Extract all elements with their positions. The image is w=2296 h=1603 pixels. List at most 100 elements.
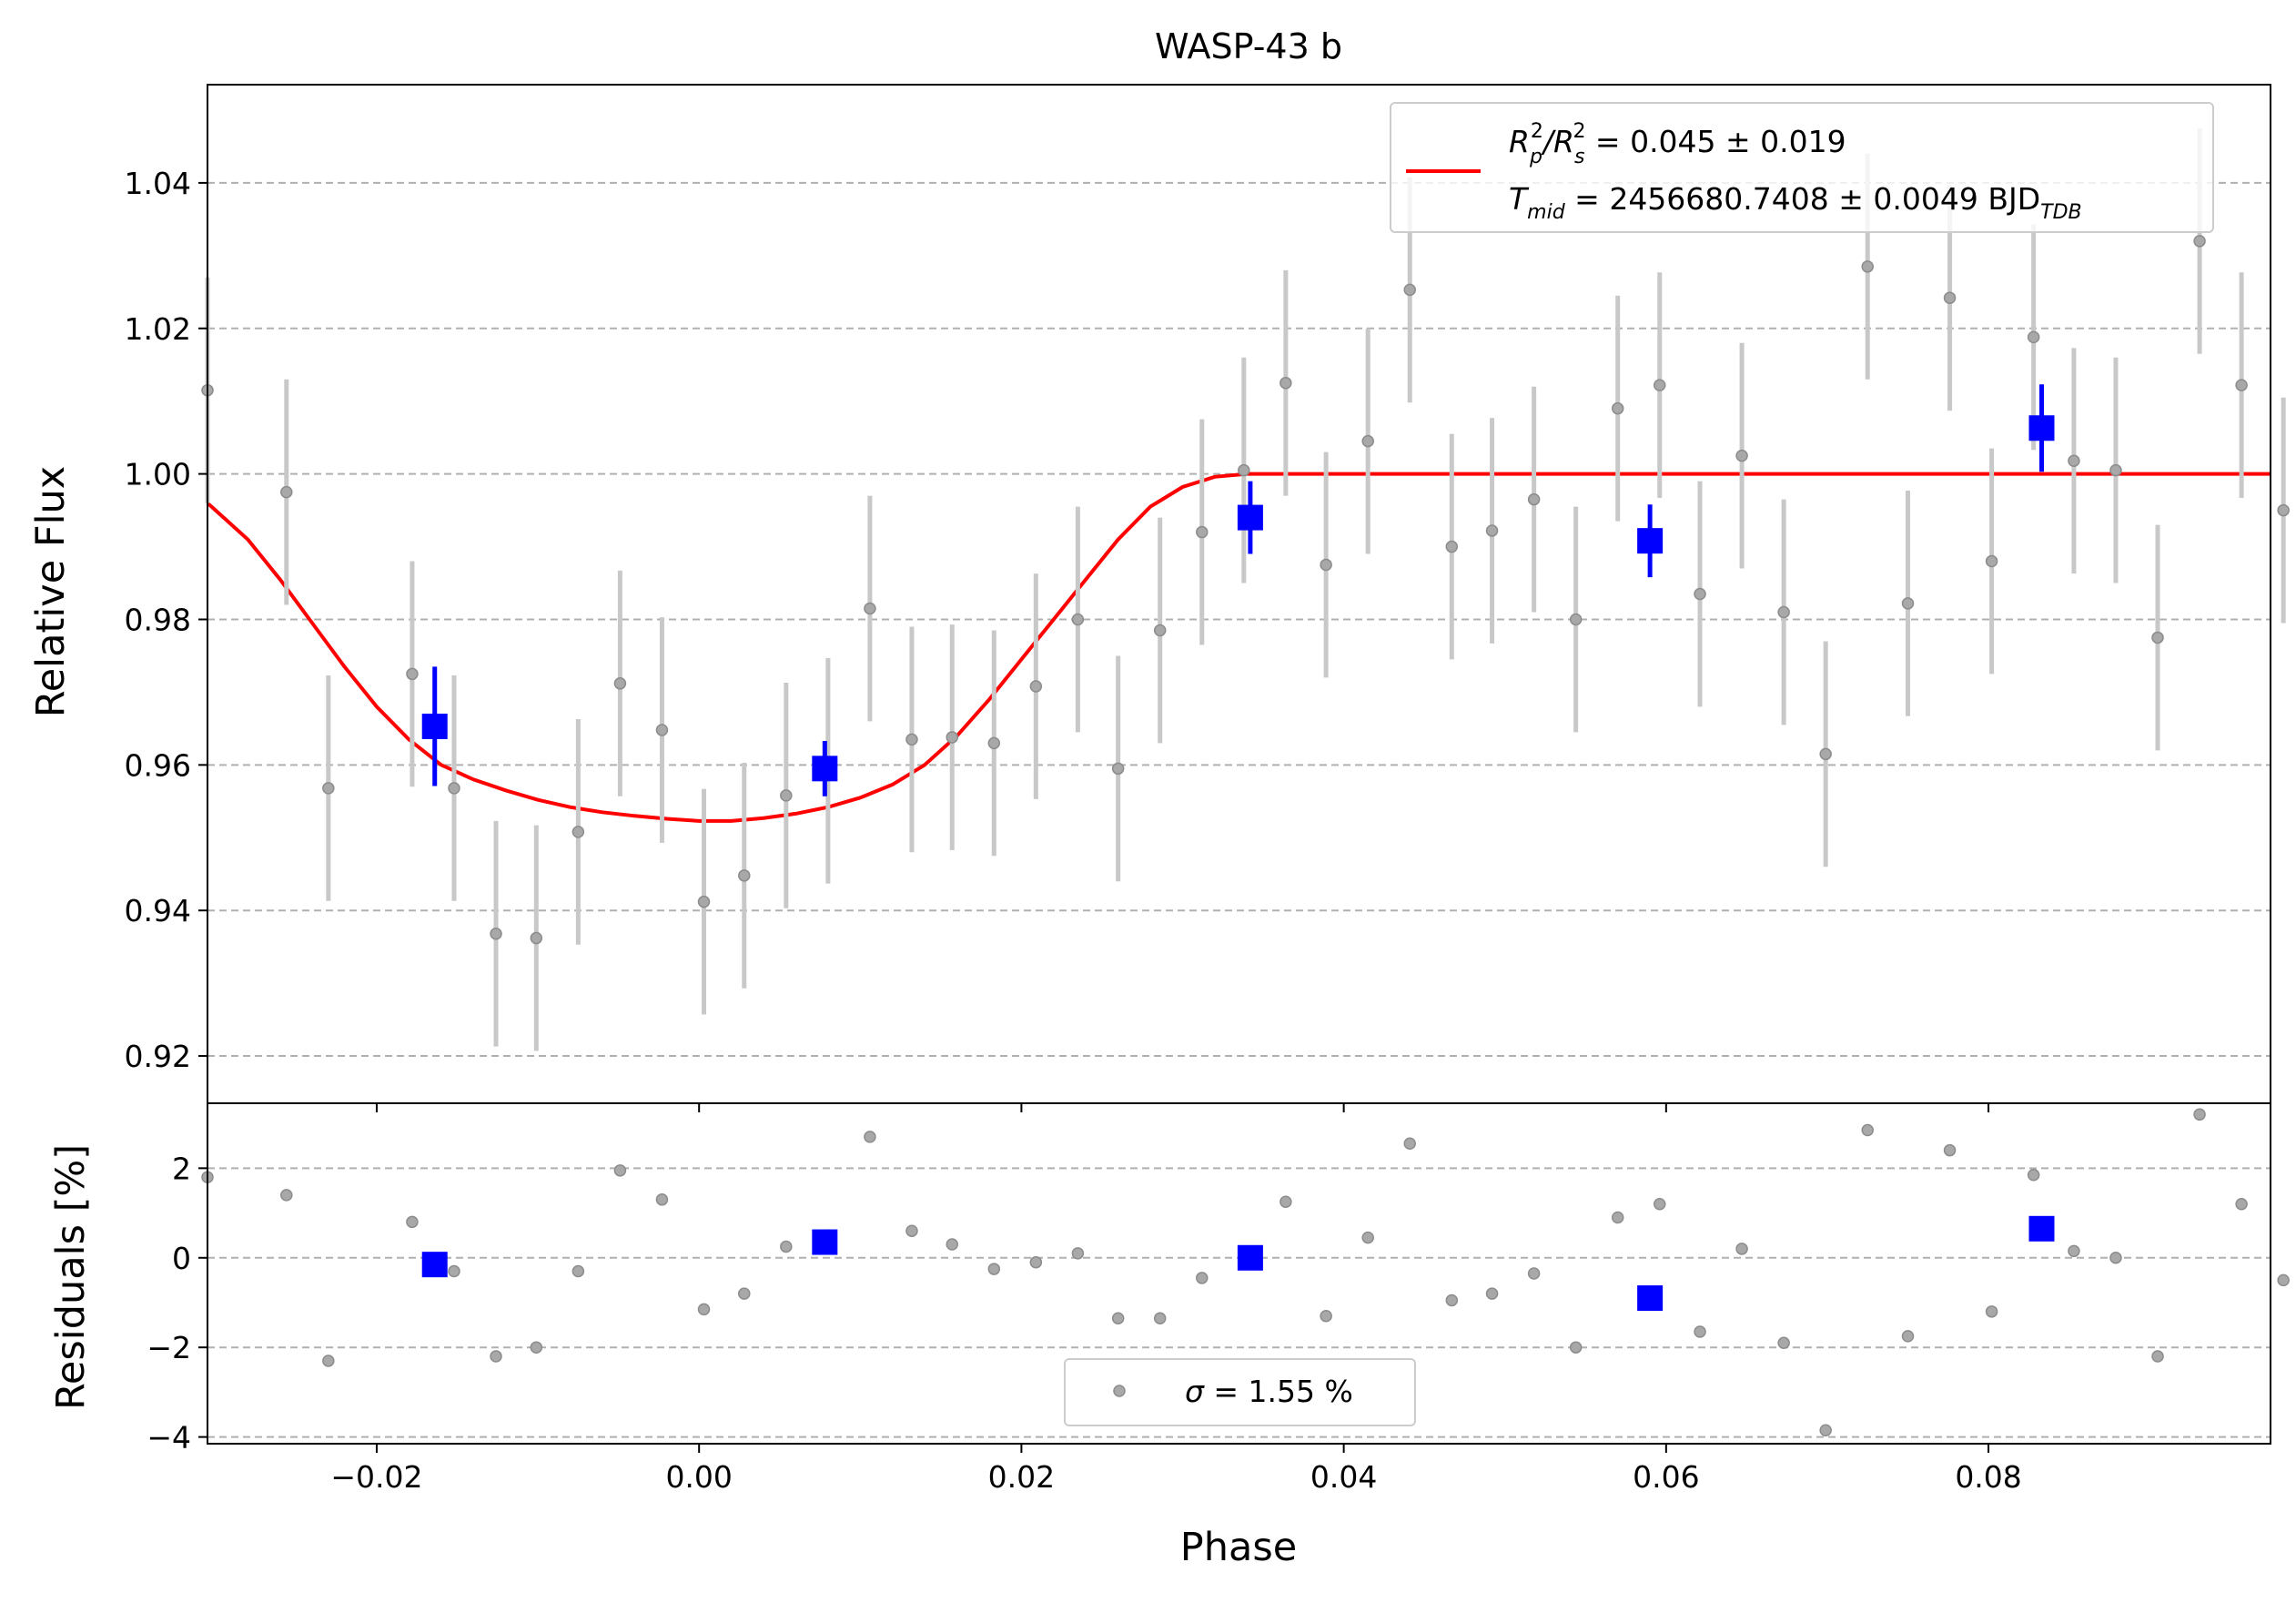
raw-residual-point — [1279, 1195, 1292, 1209]
raw-residual-points — [201, 1108, 2290, 1436]
raw-residual-point — [1861, 1123, 1874, 1137]
phase-x-axis-label: Phase — [1180, 1525, 1297, 1570]
raw-data-point — [613, 677, 627, 690]
raw-residual-point — [1654, 1197, 1666, 1211]
raw-data-point — [1901, 597, 1915, 610]
raw-residual-point — [1361, 1231, 1374, 1244]
phase-tick-label: 0.08 — [1955, 1459, 2021, 1495]
phase-tick-label: 0.00 — [665, 1459, 732, 1495]
raw-data-point — [905, 733, 918, 746]
raw-data-point — [1735, 449, 1748, 462]
raw-residual-point — [946, 1238, 958, 1251]
raw-residual-point — [1071, 1247, 1085, 1260]
top-grid — [207, 181, 2271, 1058]
binned-residual-point — [421, 1252, 448, 1278]
raw-data-point — [406, 667, 419, 681]
raw-residual-point — [2151, 1350, 2164, 1363]
residuals-y-axis-ticks: −4 −2 0 2 — [147, 1151, 207, 1456]
raw-residual-point — [864, 1131, 876, 1143]
sigma-legend-text: σ = 1.55 % — [1185, 1374, 1353, 1409]
fit-legend-radius-ratio: Rp 2/Rs 2 = 0.045 ± 0.019 — [1509, 120, 1846, 168]
raw-data-point — [1777, 605, 1790, 619]
top-plot-frame — [207, 84, 2271, 1104]
raw-residual-point — [1029, 1255, 1043, 1269]
raw-data-point — [1196, 525, 1209, 539]
raw-data-point — [987, 736, 1001, 750]
sigma-value: = 1.55 % — [1204, 1374, 1353, 1409]
raw-data-point — [864, 602, 876, 615]
raw-data-points — [201, 127, 2290, 1051]
raw-data-point — [322, 782, 335, 795]
raw-residual-point — [2277, 1273, 2290, 1287]
legend-mid-subscript: mid — [1527, 201, 1566, 224]
raw-data-point — [571, 826, 585, 838]
flux-tick-label: 0.98 — [125, 602, 191, 637]
raw-residual-point — [2068, 1244, 2080, 1258]
raw-residual-point — [1527, 1267, 1541, 1280]
raw-residual-point — [1445, 1294, 1459, 1307]
raw-residual-point — [1943, 1143, 1957, 1157]
legend-p-subscript: p — [1529, 146, 1542, 168]
binned-residual-point — [1237, 1244, 1263, 1271]
raw-data-point — [738, 869, 751, 882]
flux-tick-label: 0.94 — [125, 893, 191, 928]
phase-tick-label: 0.06 — [1633, 1459, 1699, 1495]
raw-residual-point — [1735, 1243, 1748, 1255]
raw-residual-point — [280, 1189, 293, 1202]
raw-residual-point — [406, 1215, 419, 1229]
legend-s-subscript: s — [1574, 146, 1584, 168]
raw-residual-point — [1403, 1137, 1416, 1151]
legend-radius-ratio-value: = 0.045 ± 0.019 — [1585, 124, 1846, 159]
raw-residual-point — [1320, 1310, 1332, 1323]
raw-residual-point — [738, 1287, 751, 1300]
raw-data-point — [1527, 492, 1541, 506]
flux-tick-label: 0.92 — [125, 1039, 191, 1074]
raw-residual-point — [1819, 1424, 1832, 1436]
raw-data-point — [1943, 291, 1957, 304]
sigma-symbol: σ — [1185, 1374, 1205, 1409]
fit-legend-box — [1390, 102, 2214, 233]
raw-residual-point — [1111, 1312, 1125, 1324]
residuals-grid — [207, 1167, 2271, 1438]
residuals-tick-label: 0 — [172, 1241, 191, 1276]
raw-residual-point — [322, 1354, 335, 1367]
raw-data-point — [1320, 558, 1332, 572]
binned-residual-point — [812, 1229, 838, 1255]
binned-data-point — [812, 756, 838, 782]
raw-data-point — [490, 928, 502, 940]
raw-residual-point — [1694, 1325, 1706, 1338]
binned-data-points — [421, 384, 2055, 796]
raw-data-point — [697, 895, 711, 908]
raw-residual-point — [530, 1341, 543, 1354]
raw-residual-point — [448, 1264, 460, 1278]
raw-residual-point — [1901, 1330, 1915, 1343]
raw-data-point — [1694, 587, 1706, 601]
chart-title: WASP-43 b — [1155, 26, 1342, 66]
raw-data-point — [2193, 235, 2206, 248]
raw-residual-point — [780, 1240, 793, 1253]
raw-data-point — [1654, 379, 1666, 391]
binned-data-point — [1637, 528, 1664, 554]
sigma-legend: σ = 1.55 % — [1064, 1358, 1416, 1426]
raw-data-point — [1279, 376, 1292, 390]
flux-tick-label: 0.96 — [125, 747, 191, 783]
residuals-tick-label: −2 — [147, 1330, 191, 1365]
phase-x-axis-ticks: −0.02 0.00 0.02 0.04 0.06 0.08 — [330, 1444, 2022, 1495]
raw-data-point — [1861, 260, 1874, 273]
binned-residual-points — [421, 1215, 2055, 1312]
binned-residual-point — [2028, 1215, 2055, 1242]
legend-r-symbol: R — [1509, 124, 1530, 159]
raw-residual-point — [490, 1350, 502, 1363]
binned-residual-point — [1637, 1285, 1664, 1312]
legend-t-symbol: T — [1509, 181, 1530, 217]
legend-rs-symbol: /R — [1541, 124, 1574, 159]
raw-residual-point — [1985, 1305, 1998, 1318]
raw-data-point — [780, 789, 793, 802]
raw-residual-point — [571, 1264, 585, 1278]
raw-residual-point — [2193, 1108, 2206, 1121]
raw-data-point — [448, 782, 460, 795]
raw-data-point — [2151, 631, 2164, 644]
phase-tick-label: −0.02 — [330, 1459, 422, 1495]
residuals-plot-frame — [207, 1102, 2271, 1445]
